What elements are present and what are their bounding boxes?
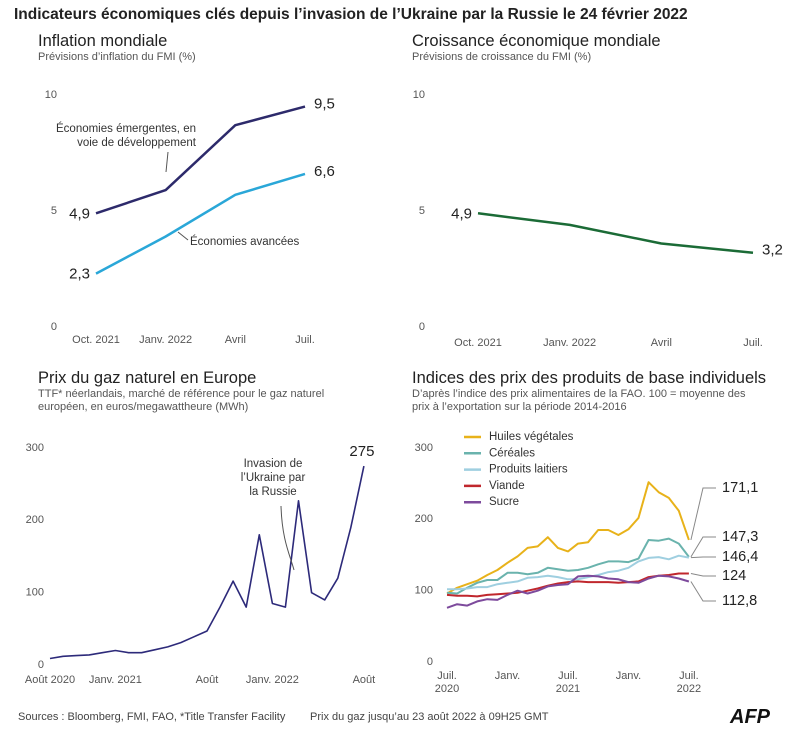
x-tick-label: Janv. [494, 670, 521, 682]
x-tick-label: Janv. [615, 670, 642, 682]
chart-subtitle: D’après l’indice des prix alimentaires d… [412, 388, 746, 414]
y-tick-label: 5 [51, 205, 57, 217]
x-tick-label: Août [195, 674, 219, 686]
value-label: 275 [349, 443, 374, 460]
series-line [95, 105, 306, 215]
series-line [446, 481, 690, 595]
series-line [49, 465, 365, 660]
legend-label: Viande [489, 480, 525, 492]
chart-subtitle: Prévisions d’inflation du FMI (%) [38, 51, 196, 63]
value-label: 147,3 [722, 529, 758, 545]
y-tick-label: 300 [26, 442, 44, 454]
chart-subtitle: TTF* néerlandais, marché de référence po… [38, 388, 325, 414]
legend-label: Sucre [489, 496, 519, 508]
annotation-leader [280, 505, 295, 571]
label-leader [690, 536, 716, 558]
x-tick-label: Oct. 2021 [72, 334, 120, 346]
label-leader [690, 573, 716, 577]
series-line [477, 212, 754, 255]
label-leader [690, 487, 716, 541]
x-tick-label: Juil. 2021 [555, 670, 581, 696]
x-tick-label: Avril [224, 334, 246, 346]
y-tick-label: 10 [45, 89, 57, 101]
y-tick-label: 0 [38, 659, 44, 671]
legend-label: Produits laitiers [489, 464, 568, 476]
x-tick-label: Juil. [295, 334, 315, 346]
y-tick-label: 10 [413, 89, 425, 101]
series-annotation: Économies avancées [190, 236, 300, 248]
series-line [446, 537, 690, 595]
x-tick-label: Avril [650, 337, 672, 349]
label-leader [690, 556, 716, 559]
series-line [446, 572, 689, 598]
y-tick-label: 200 [26, 514, 44, 526]
label-leader [690, 581, 716, 602]
y-tick-label: 0 [419, 321, 425, 333]
x-tick-label: Oct. 2021 [454, 337, 502, 349]
x-tick-label: Juil. 2020 [434, 670, 460, 696]
value-label: 3,2 [762, 242, 783, 259]
x-tick-label: Juil. [743, 337, 763, 349]
x-tick-label: Janv. 2021 [88, 674, 142, 686]
y-tick-label: 200 [415, 513, 433, 525]
chart-title: Indices des prix des produits de base in… [412, 369, 767, 387]
main-title: Indicateurs économiques clés depuis l’in… [14, 6, 688, 23]
x-tick-label: Juil. 2022 [676, 670, 702, 696]
legend-label: Huiles végétales [489, 431, 574, 443]
logo: AFP [730, 706, 770, 728]
value-label: 112,8 [722, 593, 757, 609]
legend-label: Céréales [489, 447, 535, 459]
value-label: 2,3 [69, 266, 90, 283]
event-annotation: Invasion de l’Ukraine par la Russie [240, 458, 306, 498]
value-label: 9,5 [314, 96, 335, 113]
series-line [447, 554, 690, 591]
note: Prix du gaz jusqu’au 23 août 2022 à 09H2… [310, 711, 549, 723]
y-tick-label: 100 [26, 587, 44, 599]
series-line [95, 172, 306, 275]
series-annotation: Économies émergentes, en voie de dévelop… [56, 123, 196, 149]
value-label: 124 [722, 568, 746, 584]
chart-title: Croissance économique mondiale [412, 32, 661, 50]
x-tick-label: Août [352, 674, 376, 686]
value-label: 4,9 [451, 205, 472, 222]
series-line [446, 574, 690, 609]
x-tick-label: Janv. 2022 [139, 334, 193, 346]
x-tick-label: Janv. 2022 [245, 674, 299, 686]
sources: Sources : Bloomberg, FMI, FAO, *Title Tr… [18, 711, 286, 723]
y-tick-label: 5 [419, 205, 425, 217]
chart-title: Prix du gaz naturel en Europe [38, 369, 257, 387]
value-label: 4,9 [69, 205, 90, 222]
y-tick-label: 300 [415, 442, 433, 454]
value-label: 6,6 [314, 163, 335, 180]
chart-subtitle: Prévisions de croissance du FMI (%) [412, 51, 592, 63]
value-label: 146,4 [722, 549, 758, 565]
y-tick-label: 0 [427, 656, 433, 668]
chart-title: Inflation mondiale [38, 32, 168, 50]
y-tick-label: 0 [51, 321, 57, 333]
annotation-leader [165, 151, 169, 173]
y-tick-label: 100 [415, 585, 433, 597]
annotation-leader [177, 231, 189, 241]
x-tick-label: Août 2020 [24, 674, 76, 686]
value-label: 171,1 [722, 480, 758, 496]
x-tick-label: Janv. 2022 [543, 337, 597, 349]
